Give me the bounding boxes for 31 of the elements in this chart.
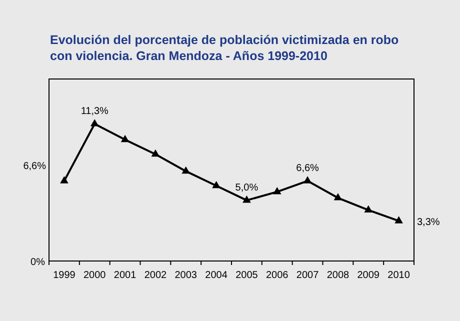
x-tick-label: 2000: [84, 270, 106, 281]
point: [242, 196, 251, 203]
x-tick-label: 1999: [53, 270, 76, 281]
x-tick-label: 2001: [114, 270, 137, 281]
x-tick-label: 2004: [205, 270, 228, 281]
point: [303, 176, 312, 184]
point: [151, 149, 160, 157]
x-tick-label: 2007: [296, 270, 320, 281]
point: [212, 180, 220, 188]
x-tick-label: 2010: [388, 270, 410, 281]
data-label: 5,0%: [235, 182, 258, 194]
point: [90, 119, 99, 126]
x-tick-label: 2008: [326, 270, 350, 281]
point: [272, 187, 282, 194]
text: 0%: [30, 257, 46, 268]
x-tick-label: 2009: [357, 270, 380, 281]
x-tick-label: 2002: [144, 270, 168, 281]
point: [182, 166, 190, 174]
data-label: 11,3%: [80, 106, 109, 117]
x-tick-label: 2005: [236, 270, 258, 281]
data-label: 3,3%: [417, 216, 440, 228]
data-label: 6,6%: [23, 160, 46, 172]
point: [394, 216, 403, 224]
point: [120, 134, 130, 142]
data-label: 6,6%: [296, 162, 320, 174]
x-tick-label: 2006: [266, 270, 289, 281]
point: [364, 205, 373, 212]
point: [334, 193, 342, 200]
x-tick-label: 2003: [174, 270, 198, 281]
point: [60, 176, 68, 184]
chart-title: Evolución del porcentaje de población victimizada en robo con violencia. Gran Mendoza - Años 1999-2010: [50, 33, 400, 63]
